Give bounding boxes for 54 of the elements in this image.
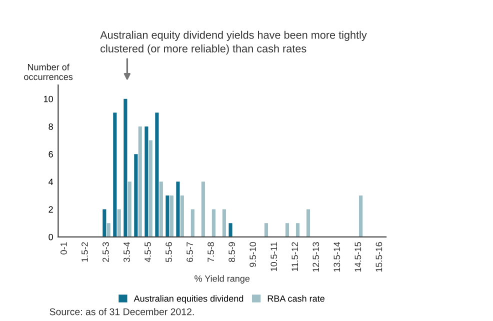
x-tick-label: 4.5-5 xyxy=(144,242,151,262)
bar xyxy=(144,126,148,237)
x-axis-title: % Yield range xyxy=(194,275,250,284)
x-tick-label: 5.5-6 xyxy=(166,242,172,262)
bar xyxy=(180,195,184,237)
legend-label: Australian equities dividend xyxy=(134,295,244,304)
x-tick-label: 15.5-16 xyxy=(376,242,382,272)
bar xyxy=(228,223,232,237)
source-note: Source: as of 31 December 2012. xyxy=(50,308,194,316)
bar xyxy=(102,209,106,237)
bar xyxy=(201,182,205,237)
x-tick-label: 11.5-12 xyxy=(292,242,298,272)
y-tick-label: 4 xyxy=(48,178,54,185)
y-tick-label: 2 xyxy=(48,206,53,213)
y-tick-label: 6 xyxy=(48,151,53,158)
bar xyxy=(148,140,152,237)
bar xyxy=(117,209,121,237)
x-tick-label: 3.5-4 xyxy=(124,242,130,262)
x-tick-label: 12.5-13 xyxy=(312,242,320,272)
bar xyxy=(138,126,142,237)
bar xyxy=(159,182,163,237)
bar xyxy=(285,223,290,237)
y-tick-label: 10 xyxy=(44,96,53,102)
x-tick-label: 7.5-8 xyxy=(208,242,214,262)
bar xyxy=(155,112,159,237)
bar xyxy=(212,209,216,237)
bar xyxy=(359,195,363,237)
bar xyxy=(264,223,268,237)
x-tick-label: 9.5-10 xyxy=(250,242,256,267)
bar xyxy=(134,154,138,237)
bar xyxy=(306,209,310,237)
x-tick-label: 1.5-2 xyxy=(82,242,88,262)
text: Australian equity dividend yields have been more tightly clustered (or more reliable) than cash rates xyxy=(100,30,367,55)
bar xyxy=(128,182,132,237)
bar xyxy=(106,223,110,237)
x-tick-label: 8.5-9 xyxy=(228,242,236,262)
bar xyxy=(222,209,226,237)
y-tick-label: 0 xyxy=(48,234,53,240)
x-tick-label: 2.5-3 xyxy=(102,242,109,262)
bar xyxy=(190,209,194,237)
y-tick-label: 8 xyxy=(48,123,53,130)
bar xyxy=(166,195,170,237)
x-tick-label: 10.5-11 xyxy=(270,242,278,272)
bar xyxy=(296,223,300,237)
x-tick-label: 14.5-15 xyxy=(354,242,362,272)
y-axis-title: Number of occurrences xyxy=(24,64,73,80)
x-tick-label: 13.5-14 xyxy=(334,242,340,272)
x-tick-label: 6.5-7 xyxy=(186,242,193,262)
legend-label: RBA cash rate xyxy=(268,295,324,302)
x-tick-label: 0-1 xyxy=(60,242,67,254)
bar xyxy=(124,98,128,237)
bar xyxy=(170,195,174,237)
bar xyxy=(113,112,117,237)
bar xyxy=(176,182,180,237)
